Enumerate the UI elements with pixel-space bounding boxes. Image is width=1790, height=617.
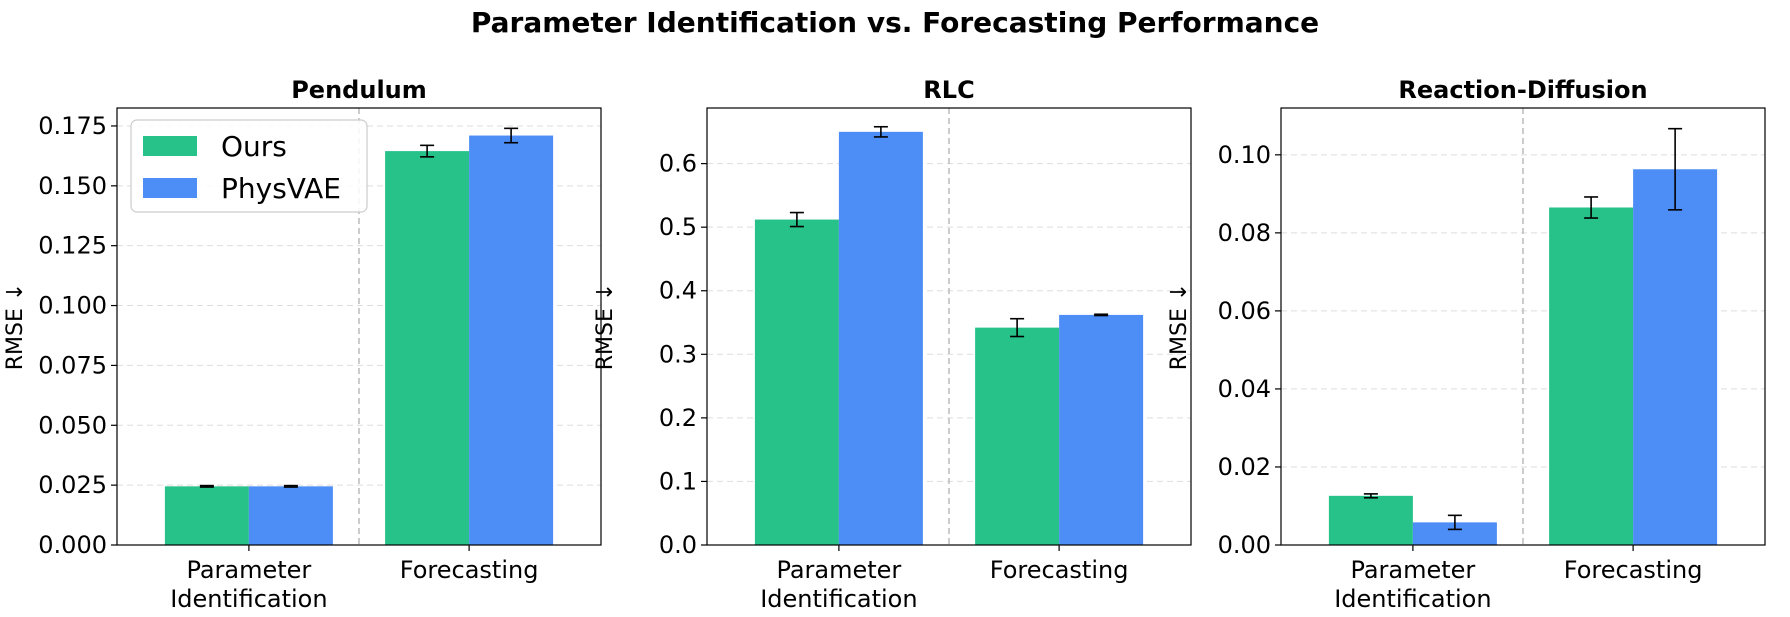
y-tick-label: 0.150 xyxy=(38,172,107,200)
y-tick-label: 0.3 xyxy=(659,340,697,368)
x-tick-label-line: Forecasting xyxy=(990,556,1129,584)
axes-frame xyxy=(706,107,1192,546)
x-tick-label-line: Parameter xyxy=(1350,556,1475,584)
bar-physvae-1 xyxy=(1412,522,1497,545)
y-tick-label: 0.5 xyxy=(659,213,697,241)
bar-physvae-1 xyxy=(248,486,333,545)
axes-frame xyxy=(1280,107,1766,546)
x-tick-label-line: Identification xyxy=(170,585,327,613)
bar-physvae-2 xyxy=(1059,314,1144,545)
bar-ours-1 xyxy=(164,486,249,545)
legend: Ours PhysVAE xyxy=(130,119,368,213)
y-tick-label: 0.10 xyxy=(1218,141,1271,169)
bar-ours-1 xyxy=(754,219,839,545)
y-tick-label: 0.02 xyxy=(1218,453,1271,481)
axes-frame xyxy=(116,107,602,546)
bar-ours-2 xyxy=(385,151,470,545)
y-tick-label: 0.075 xyxy=(38,351,107,379)
panel-title: Pendulum xyxy=(291,76,427,104)
x-tick-label-line: Forecasting xyxy=(1564,556,1703,584)
panel-title: RLC xyxy=(923,76,974,104)
figure-suptitle: Parameter Identification vs. Forecasting… xyxy=(471,6,1319,39)
x-tick-label: Forecasting xyxy=(400,556,539,584)
x-tick-label: Parameter Identification xyxy=(1334,556,1491,613)
y-tick-label: 0.6 xyxy=(659,150,697,178)
legend-swatch-physvae xyxy=(143,178,197,198)
legend-label-ours: Ours xyxy=(221,130,287,163)
bar-ours-2 xyxy=(975,327,1060,545)
legend-swatch-ours xyxy=(143,136,197,156)
y-tick-label: 0.125 xyxy=(38,232,107,260)
bar-physvae-2 xyxy=(1633,169,1718,545)
bar-physvae-1 xyxy=(838,131,923,545)
y-tick-label: 0.100 xyxy=(38,292,107,320)
x-tick-label: Parameter Identification xyxy=(760,556,917,613)
chart-panel-2: 0.0 0.1 0.2 0.3 0.4 0.5 0.6 Parameter Identifica… xyxy=(593,76,1192,613)
x-tick-label-line: Parameter xyxy=(186,556,311,584)
y-axis-label: RMSE ↓ xyxy=(1167,283,1192,371)
panel-title: Reaction-Diffusion xyxy=(1398,76,1647,104)
x-tick-label-line: Forecasting xyxy=(400,556,539,584)
y-axis-label: RMSE ↓ xyxy=(3,283,28,371)
y-tick-label: 0.4 xyxy=(659,277,697,305)
bar-physvae-2 xyxy=(469,135,554,545)
x-tick-label: Forecasting xyxy=(1564,556,1703,584)
y-tick-label: 0.06 xyxy=(1218,297,1271,325)
y-tick-label: 0.175 xyxy=(38,112,107,140)
y-tick-label: 0.1 xyxy=(659,467,697,495)
chart-panel-1: 0.000 0.025 0.050 0.075 0.100 0.125 0.150 0.175… xyxy=(3,76,602,613)
legend-label-physvae: PhysVAE xyxy=(221,172,341,205)
x-tick-label: Parameter Identification xyxy=(170,556,327,613)
y-tick-label: 0.050 xyxy=(38,411,107,439)
x-tick-label-line: Identification xyxy=(1334,585,1491,613)
chart-panel-3: 0.00 0.02 0.04 0.06 0.08 0.10 Parameter Identif… xyxy=(1167,76,1766,613)
y-axis-label: RMSE ↓ xyxy=(593,283,618,371)
bar-ours-1 xyxy=(1328,495,1413,545)
y-tick-label: 0.00 xyxy=(1218,531,1271,559)
chart-panels: 0.000 0.025 0.050 0.075 0.100 0.125 0.150 0.175… xyxy=(3,76,1766,613)
y-tick-label: 0.025 xyxy=(38,471,107,499)
x-tick-label: Forecasting xyxy=(990,556,1129,584)
y-tick-label: 0.0 xyxy=(659,531,697,559)
x-tick-label-line: Parameter xyxy=(776,556,901,584)
y-tick-label: 0.2 xyxy=(659,404,697,432)
y-tick-label: 0.04 xyxy=(1218,375,1271,403)
x-tick-label-line: Identification xyxy=(760,585,917,613)
bar-ours-2 xyxy=(1549,207,1634,545)
y-tick-label: 0.000 xyxy=(38,531,107,559)
y-tick-label: 0.08 xyxy=(1218,219,1271,247)
